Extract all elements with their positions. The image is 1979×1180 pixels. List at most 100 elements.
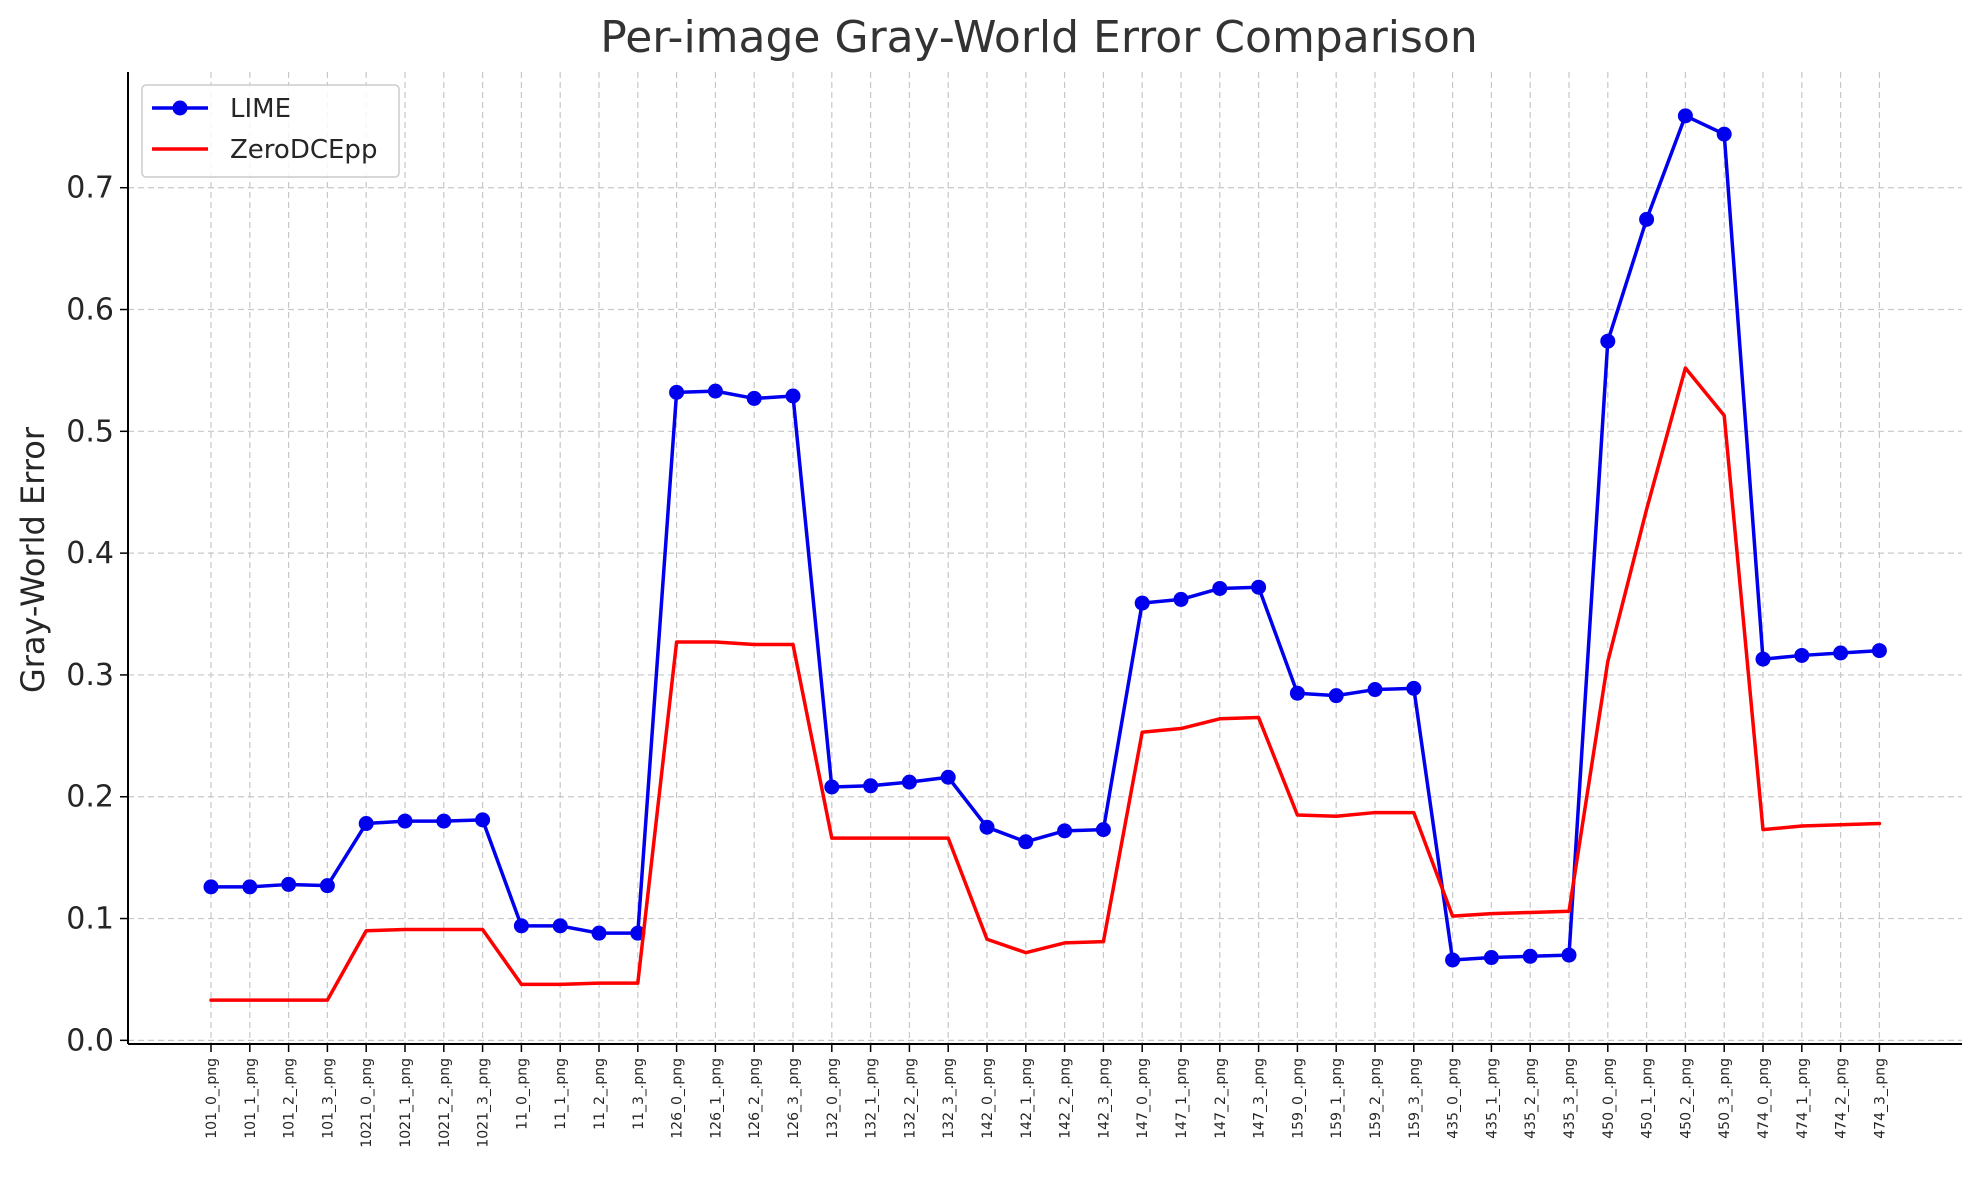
x-tick-label: 435_3_.png	[1562, 1058, 1578, 1139]
data-point-lime	[436, 813, 452, 829]
y-tick-label: 0.1	[66, 902, 114, 937]
data-point-lime	[1057, 823, 1073, 839]
y-tick-label: 0.5	[66, 414, 114, 449]
chart-title: Per-image Gray-World Error Comparison	[600, 12, 1478, 63]
series-line-zerodcepp	[209, 366, 1882, 1002]
data-point-lime	[940, 769, 956, 785]
series-lines	[203, 108, 1887, 1002]
data-point-lime	[1483, 950, 1499, 966]
x-tick-label: 11_0_.png	[514, 1058, 530, 1130]
data-point-lime	[824, 779, 840, 795]
data-point-lime	[1716, 126, 1732, 142]
x-tick-label: 11_2_.png	[592, 1058, 608, 1130]
y-tick-label: 0.3	[66, 658, 114, 693]
data-point-lime	[901, 774, 917, 790]
y-tick-label: 0.2	[66, 780, 114, 815]
x-tick-label: 142_1_.png	[1019, 1058, 1035, 1139]
axes: 0.0 0.1 0.2 0.3 0.4 0.5 0.6 0.7 101_0_.png 101_1_…	[66, 72, 1962, 1148]
data-point-lime	[1173, 591, 1189, 607]
data-point-lime	[242, 879, 258, 895]
x-tick-label: 147_0_.png	[1135, 1058, 1151, 1139]
x-tick-label: 132_2_.png	[902, 1058, 918, 1139]
grid-lines	[128, 72, 1962, 1044]
data-point-lime	[1328, 688, 1344, 704]
x-tick-label: 450_3_.png	[1717, 1058, 1733, 1139]
x-tick-label: 159_3_.png	[1407, 1058, 1423, 1139]
x-tick-label: 142_0_.png	[980, 1058, 996, 1139]
x-tick-label: 450_1_.png	[1640, 1058, 1656, 1139]
data-point-lime	[1561, 947, 1577, 963]
x-tick-label: 159_1_.png	[1329, 1058, 1345, 1139]
x-tick-label: 474_1_.png	[1795, 1058, 1811, 1139]
y-tick-label: 0.4	[66, 536, 114, 571]
data-point-lime	[1212, 580, 1228, 596]
data-point-lime	[475, 812, 491, 828]
x-tick-label: 126_0_.png	[670, 1058, 686, 1139]
legend-marker-lime	[172, 100, 188, 116]
x-tick-label: 474_3_.png	[1872, 1058, 1888, 1139]
x-tick-label: 474_0_.png	[1756, 1058, 1772, 1139]
data-point-lime	[785, 388, 801, 404]
x-tick-label: 450_0_.png	[1601, 1058, 1617, 1139]
legend: LIME ZeroDCEpp	[141, 84, 400, 178]
data-point-lime	[358, 816, 374, 832]
x-tick-label: 132_3_.png	[941, 1058, 957, 1139]
x-tick-label: 435_0_.png	[1446, 1058, 1462, 1139]
data-point-lime	[1134, 595, 1150, 611]
data-point-lime	[1794, 647, 1810, 663]
x-tick-label: 101_2_.png	[282, 1058, 298, 1139]
x-tick-label: 132_1_.png	[864, 1058, 880, 1139]
data-point-lime	[591, 925, 607, 941]
data-point-lime	[397, 813, 413, 829]
y-tick-label: 0.7	[66, 171, 114, 206]
data-point-lime	[863, 778, 879, 794]
data-point-lime	[319, 878, 335, 894]
x-tick-label: 435_2_.png	[1523, 1058, 1539, 1139]
x-tick-label: 1021_1_.png	[398, 1058, 414, 1148]
data-point-lime	[979, 819, 995, 835]
x-tick-label: 474_2_.png	[1834, 1058, 1850, 1139]
data-point-lime	[1755, 651, 1771, 667]
x-tick-label: 101_1_.png	[243, 1058, 259, 1139]
data-point-lime	[203, 879, 219, 895]
data-point-lime	[1251, 579, 1267, 595]
x-tick-label: 126_1_.png	[708, 1058, 724, 1139]
data-point-lime	[1406, 680, 1422, 696]
x-tick-label: 1021_3_.png	[476, 1058, 492, 1148]
x-tick-label: 11_3_.png	[631, 1058, 647, 1130]
x-tick-label: 142_2_.png	[1058, 1058, 1074, 1139]
legend-label-lime: LIME	[230, 94, 291, 124]
data-point-lime	[1095, 822, 1111, 838]
data-point-lime	[1600, 333, 1616, 349]
x-tick-label: 142_3_.png	[1096, 1058, 1112, 1139]
y-tick-label: 0.0	[66, 1023, 114, 1058]
series-line-lime	[209, 114, 1882, 962]
data-point-lime	[1522, 948, 1538, 964]
data-point-lime	[1367, 682, 1383, 698]
data-point-lime	[552, 918, 568, 934]
data-point-lime	[746, 390, 762, 406]
x-tick-label: 159_0_.png	[1290, 1058, 1306, 1139]
data-point-lime	[513, 918, 529, 934]
data-point-lime	[1833, 645, 1849, 661]
x-tick-label: 132_0_.png	[825, 1058, 841, 1139]
data-point-lime	[1639, 211, 1655, 227]
x-tick-label: 101_3_.png	[320, 1058, 336, 1139]
data-point-lime	[1677, 108, 1693, 124]
data-point-lime	[669, 384, 685, 400]
x-tick-label: 126_3_.png	[786, 1058, 802, 1139]
legend-label-zerodcepp: ZeroDCEpp	[230, 135, 377, 165]
x-tick-label: 1021_0_.png	[359, 1058, 375, 1148]
data-point-lime	[1289, 685, 1305, 701]
x-tick-label: 101_0_.png	[204, 1058, 220, 1139]
data-point-lime	[1018, 834, 1034, 850]
x-tick-label: 11_1_.png	[553, 1058, 569, 1130]
x-tick-label: 1021_2_.png	[437, 1058, 453, 1148]
x-tick-label: 450_2_.png	[1678, 1058, 1694, 1139]
y-tick-label: 0.6	[66, 293, 114, 328]
y-axis-label: Gray-World Error	[14, 426, 52, 693]
x-tick-label: 147_3_.png	[1252, 1058, 1268, 1139]
x-tick-label: 159_2_.png	[1368, 1058, 1384, 1139]
